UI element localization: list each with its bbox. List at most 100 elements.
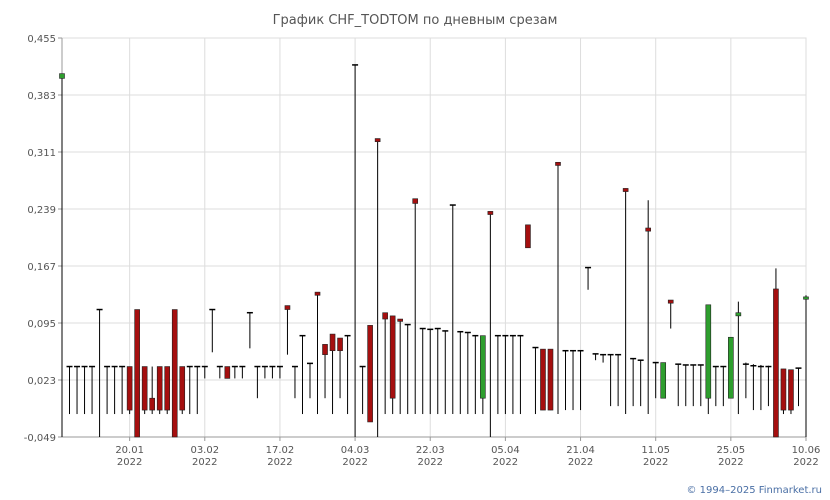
y-axis-ticks: 0,455 0,383 0,311 0,239 0,167 0,095 0,023 -0,04… [24, 34, 62, 444]
candle-body [179, 366, 186, 411]
candle [284, 305, 291, 355]
candle-body [126, 366, 133, 411]
candle [74, 365, 81, 415]
x-tick-year: 2022 [267, 457, 292, 468]
candle [344, 334, 351, 415]
candle [728, 336, 734, 399]
candle [532, 346, 539, 415]
candle-body [735, 312, 742, 317]
y-tick-label: 0,455 [27, 34, 56, 45]
candle-body [134, 309, 140, 438]
y-tick-label: 0,167 [27, 262, 56, 273]
candle [607, 353, 614, 407]
candle [134, 309, 140, 438]
candle [773, 268, 779, 438]
candle [742, 362, 749, 399]
x-tick-date: 17.02 [266, 445, 295, 456]
candle [494, 334, 501, 415]
candle [464, 331, 471, 415]
candle-body [374, 138, 381, 143]
candle-body [555, 161, 561, 166]
candle [795, 367, 802, 407]
candle [261, 365, 268, 379]
x-tick-year: 2022 [342, 457, 367, 468]
candle [427, 328, 434, 415]
x-tick-year: 2022 [418, 457, 443, 468]
candle-body [149, 397, 155, 411]
candle [126, 366, 133, 415]
candle [457, 330, 464, 415]
candle-body [389, 315, 396, 399]
candle-body [156, 366, 163, 411]
candle [577, 349, 584, 411]
candle-body [141, 366, 148, 411]
candle [705, 304, 712, 415]
x-tick-date: 21.04 [566, 445, 595, 456]
candle [66, 365, 73, 415]
candle-body [487, 211, 494, 215]
candle [382, 312, 388, 415]
candle [509, 334, 516, 415]
candle [780, 368, 787, 415]
candle [164, 366, 171, 415]
x-tick-date: 25.05 [717, 445, 746, 456]
candle-body [367, 325, 373, 423]
candle [697, 364, 704, 407]
candle-body [645, 227, 651, 232]
candle [555, 161, 561, 415]
candle-body [224, 366, 231, 379]
candle [276, 365, 283, 379]
x-tick-date: 20.01 [115, 445, 144, 456]
candle-body [480, 335, 486, 399]
candle [171, 309, 178, 438]
candle [525, 224, 531, 249]
candle [141, 366, 148, 415]
candle [404, 323, 411, 415]
candle-body [171, 309, 178, 438]
copyright-link[interactable]: © 1994–2025 Finmarket.ru [686, 485, 822, 496]
x-tick-date: 03.02 [190, 445, 219, 456]
candle [660, 362, 667, 399]
candle [592, 353, 599, 361]
candle [186, 365, 193, 415]
candle [291, 365, 298, 399]
y-tick-label: 0,239 [27, 205, 56, 216]
candle-body [788, 369, 794, 411]
candle-body [314, 291, 321, 296]
candle-body [705, 304, 712, 399]
candle-body [322, 344, 328, 355]
candle [239, 365, 246, 379]
candle-body [164, 366, 171, 411]
x-tick-date: 10.06 [792, 445, 821, 456]
candle [517, 334, 524, 415]
candle-body [728, 336, 734, 399]
candle [194, 365, 201, 415]
candle [502, 334, 509, 415]
candle [442, 330, 449, 415]
candle [547, 348, 554, 411]
candle [246, 311, 253, 349]
candle [645, 200, 651, 415]
y-tick-label: -0,049 [24, 433, 56, 444]
candle [720, 365, 727, 407]
candle [712, 365, 719, 407]
x-tick-year: 2022 [568, 457, 593, 468]
candle [480, 335, 486, 415]
x-tick-date: 11.05 [641, 445, 670, 456]
candle [562, 349, 569, 411]
candle [757, 364, 764, 411]
candle [637, 359, 644, 407]
candle [675, 363, 682, 407]
candle-body [412, 198, 419, 204]
candle [397, 318, 403, 415]
candle [487, 211, 494, 437]
candle [735, 301, 742, 415]
candle-body [773, 288, 779, 438]
candle-body [547, 348, 554, 411]
candle [299, 334, 306, 415]
candle [472, 334, 479, 415]
candle [750, 364, 757, 411]
y-tick-label: 0,311 [27, 148, 56, 159]
candle [337, 337, 343, 399]
